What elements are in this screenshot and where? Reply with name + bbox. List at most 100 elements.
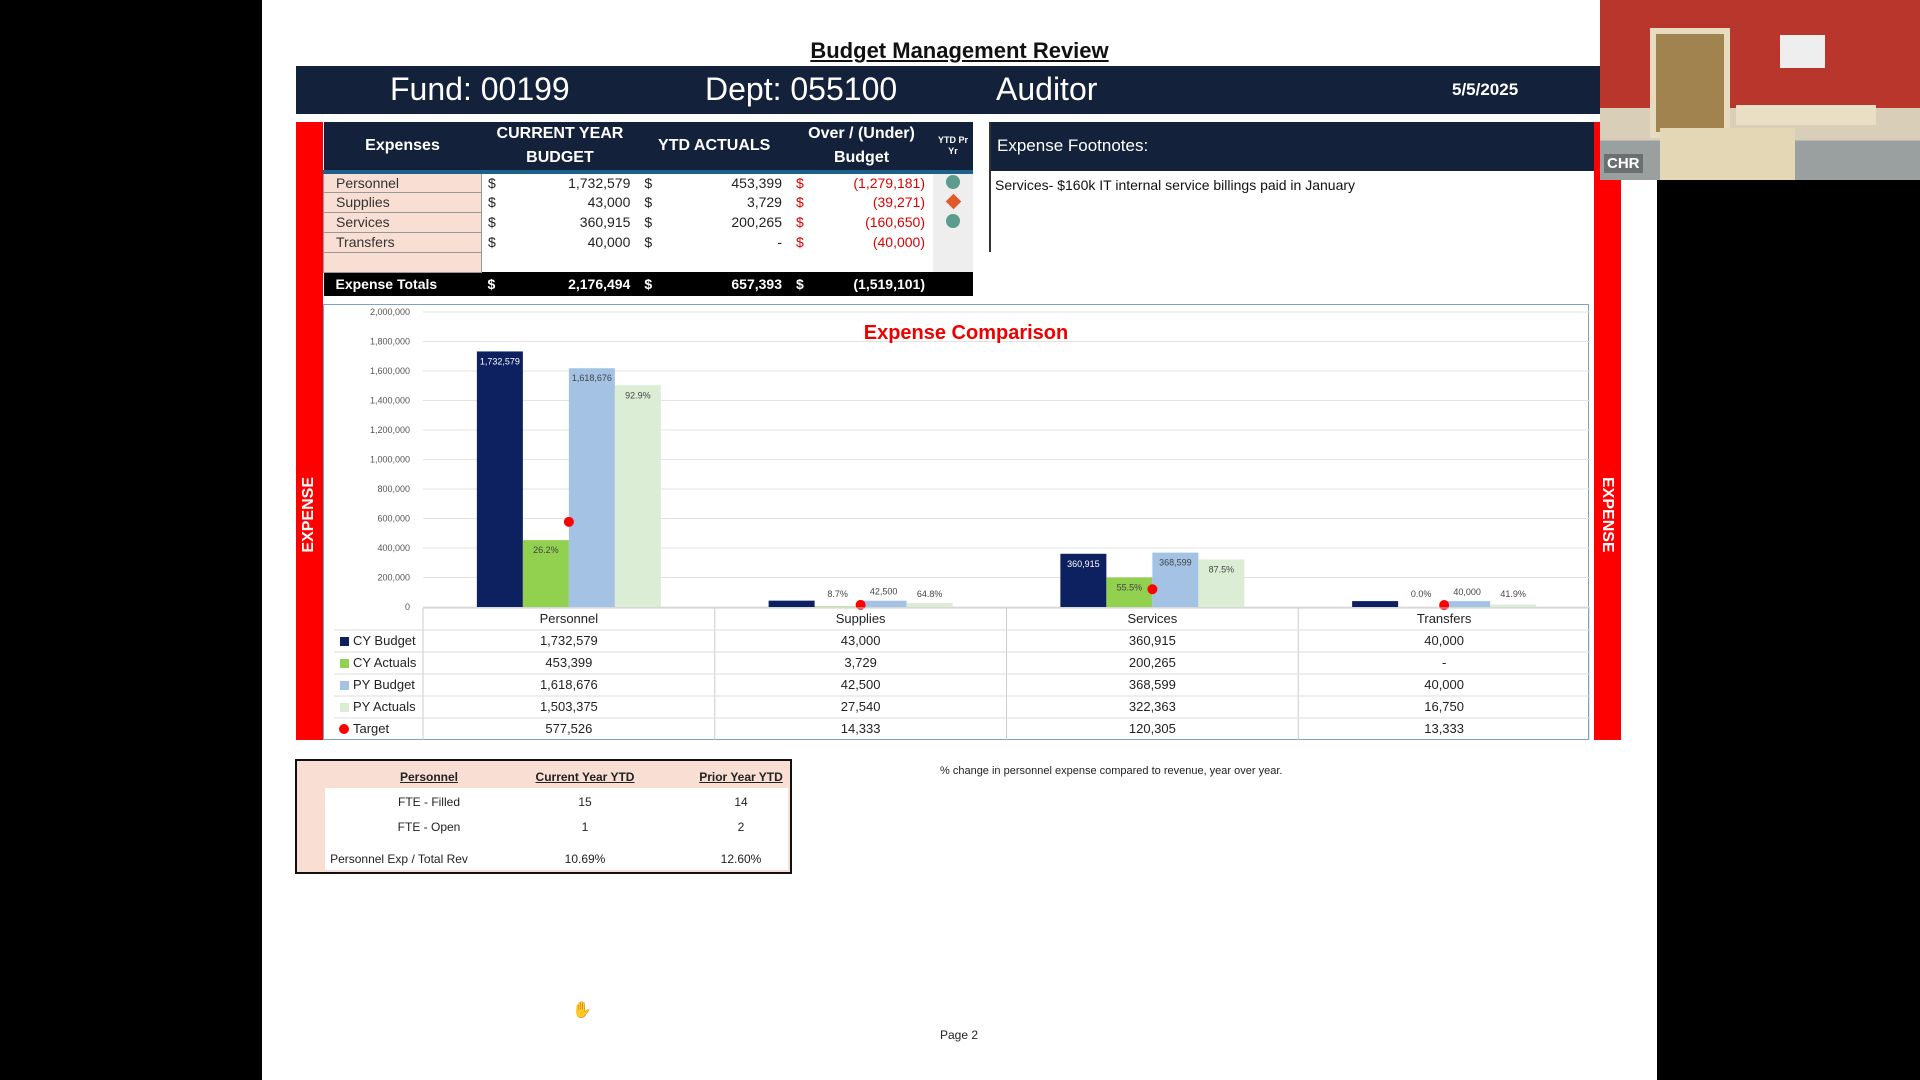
bar-cy-budget bbox=[1060, 553, 1107, 607]
table-value: 13,333 bbox=[1424, 721, 1464, 736]
data-label: 87.5% bbox=[1209, 564, 1235, 574]
bar-cy-budget bbox=[1352, 601, 1399, 607]
budget-value: 40,000 bbox=[587, 234, 631, 250]
over-under-value: (39,271) bbox=[872, 194, 925, 210]
expense-category: Supplies bbox=[323, 191, 482, 213]
table-value: 27,540 bbox=[841, 699, 881, 714]
legend-label: CY Actuals bbox=[353, 655, 417, 670]
footnote-text: Services- $160k IT internal service bill… bbox=[995, 177, 1356, 193]
category-label: Services bbox=[1127, 611, 1177, 626]
bar-cy-budget bbox=[768, 600, 815, 607]
dept-number: Dept: 055100 bbox=[705, 71, 898, 107]
total-value: (1,519,101) bbox=[809, 272, 933, 296]
chart-svg: 0 200,000 400,000 600,000 800,000 1,000,000 1,… bbox=[334, 307, 1591, 740]
currency-symbol: $ bbox=[638, 272, 659, 296]
hand-cursor-icon: ✋ bbox=[572, 1002, 592, 1019]
status-cell bbox=[933, 192, 973, 212]
table-value: 368,599 bbox=[1129, 677, 1176, 692]
bar-py-budget bbox=[568, 368, 615, 607]
expense-side-bar-right: EXPENSE bbox=[1594, 122, 1621, 740]
y-tick-label: 1,800,000 bbox=[370, 337, 410, 347]
table-value: 453,399 bbox=[545, 655, 592, 670]
report-date: 5/5/2025 bbox=[1452, 80, 1519, 99]
table-value: 120,305 bbox=[1129, 721, 1176, 736]
col-ytd-pr-yr: YTD Pr Yr bbox=[933, 122, 973, 174]
currency-symbol: $ bbox=[795, 175, 804, 191]
y-tick-label: 1,200,000 bbox=[370, 425, 410, 435]
currency-symbol: $ bbox=[789, 272, 810, 296]
prior-ytd-header: Prior Year YTD bbox=[699, 770, 783, 784]
webcam-scene-door bbox=[1650, 28, 1730, 138]
currency-symbol: $ bbox=[488, 214, 496, 230]
status-cell bbox=[933, 172, 973, 192]
table-value: 322,363 bbox=[1129, 699, 1176, 714]
row-value: 10.69% bbox=[564, 852, 606, 866]
personnel-note: % change in personnel expense compared t… bbox=[940, 765, 1283, 777]
table-value: 577,526 bbox=[545, 721, 592, 736]
blank-cell bbox=[933, 252, 973, 272]
data-label: 1,732,579 bbox=[480, 356, 520, 366]
legend-label: Target bbox=[353, 721, 390, 736]
actual-value: 3,729 bbox=[746, 194, 782, 210]
expense-row: Supplies $43,000 $3,729 $ (39,271) bbox=[323, 191, 973, 213]
col-expenses: Expenses bbox=[323, 122, 482, 174]
data-label: 368,599 bbox=[1159, 558, 1192, 568]
currency-symbol: $ bbox=[488, 175, 496, 191]
expense-category: Services bbox=[323, 211, 482, 233]
over-under-value: (40,000) bbox=[872, 234, 925, 250]
total-value: 2,176,494 bbox=[501, 272, 639, 296]
expense-row: Services $360,915 $200,265 $ (160,650) bbox=[323, 211, 973, 233]
legend-swatch bbox=[340, 681, 349, 690]
footnotes-title: Expense Footnotes: bbox=[991, 122, 1594, 171]
data-label: 64.8% bbox=[917, 589, 943, 599]
currency-symbol: $ bbox=[644, 214, 653, 230]
data-label: 8.7% bbox=[827, 589, 848, 599]
y-tick-label: 200,000 bbox=[377, 573, 410, 583]
actual-value: 200,265 bbox=[731, 214, 782, 230]
row-label: FTE - Open bbox=[397, 820, 461, 834]
target-marker bbox=[563, 516, 574, 527]
fund-header: Fund: 00199 Dept: 055100 Auditor 5/5/202… bbox=[296, 66, 1600, 114]
bar-cy-actuals bbox=[814, 606, 861, 607]
table-value: 40,000 bbox=[1424, 633, 1464, 648]
fund-number: Fund: 00199 bbox=[390, 71, 570, 107]
data-label: 1,618,676 bbox=[572, 373, 612, 383]
webcam-scene-screen bbox=[1780, 35, 1825, 68]
current-ytd-header: Current Year YTD bbox=[535, 770, 635, 784]
webcam-video[interactable]: CHR bbox=[1600, 0, 1920, 180]
bar-cy-actuals bbox=[522, 540, 569, 607]
currency-symbol: $ bbox=[488, 234, 496, 250]
table-value: 40,000 bbox=[1424, 677, 1464, 692]
bar-py-budget bbox=[860, 600, 907, 607]
legend-marker bbox=[339, 724, 349, 734]
status-circle-icon bbox=[946, 174, 960, 189]
legend-swatch bbox=[340, 703, 349, 712]
table-value: 200,265 bbox=[1129, 655, 1176, 670]
totals-blank bbox=[933, 272, 973, 296]
legend-label: PY Budget bbox=[353, 677, 415, 692]
bar-py-budget bbox=[1152, 552, 1199, 607]
currency-symbol: $ bbox=[644, 175, 653, 191]
budget-value: 1,732,579 bbox=[568, 175, 631, 191]
data-label: 0.0% bbox=[1411, 589, 1432, 599]
page-number: Page 2 bbox=[940, 1028, 979, 1042]
data-label: 360,915 bbox=[1067, 559, 1100, 569]
budget-value: 360,915 bbox=[579, 214, 631, 230]
chart-title: Expense Comparison bbox=[863, 322, 1069, 344]
webcam-participant-label: CHR bbox=[1604, 154, 1643, 173]
target-marker bbox=[1147, 584, 1158, 595]
blank-cell bbox=[482, 252, 934, 272]
status-circle-icon bbox=[946, 213, 960, 228]
row-label: Personnel Exp / Total Rev bbox=[330, 852, 468, 866]
y-tick-label: 400,000 bbox=[377, 543, 410, 553]
y-tick-label: 2,000,000 bbox=[370, 307, 410, 317]
table-value: 16,750 bbox=[1424, 699, 1464, 714]
row-value: 14 bbox=[734, 795, 748, 809]
target-marker bbox=[1439, 600, 1450, 611]
bar-cy-actuals bbox=[1106, 577, 1153, 607]
row-value: 15 bbox=[578, 795, 592, 809]
expense-category: Personnel bbox=[323, 171, 482, 193]
table-value: 1,618,676 bbox=[540, 677, 598, 692]
bar-py-actuals bbox=[1490, 604, 1537, 607]
currency-symbol: $ bbox=[488, 194, 496, 210]
